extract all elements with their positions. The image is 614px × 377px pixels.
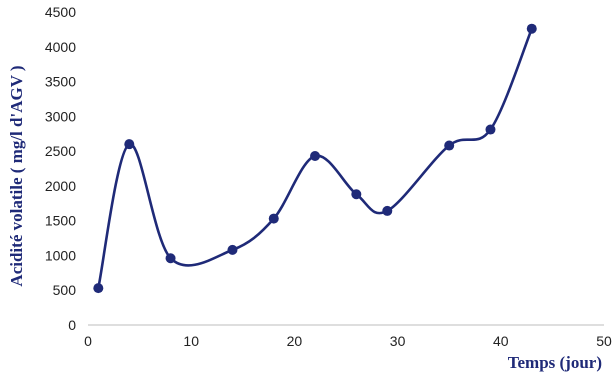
y-axis-ticks: 0 500 1000 1500 2000 2500 3000 3500 4000 4500	[45, 4, 76, 333]
x-axis-ticks: 0 10 20 30 40 50	[84, 333, 612, 349]
y-tick-label: 2000	[45, 178, 76, 194]
y-tick-label: 1500	[45, 213, 76, 229]
x-tick-label: 50	[596, 333, 612, 349]
y-tick-label: 1000	[45, 247, 76, 263]
x-axis-title: Temps (jour)	[508, 353, 602, 372]
y-tick-label: 500	[53, 282, 77, 298]
y-tick-label: 4000	[45, 39, 76, 55]
data-point	[382, 205, 393, 216]
data-point	[124, 139, 135, 150]
data-points	[93, 23, 537, 294]
y-tick-label: 0	[68, 317, 76, 333]
data-point	[268, 213, 279, 224]
series-line	[97, 28, 534, 289]
data-point	[526, 23, 537, 34]
data-point	[351, 189, 362, 200]
data-point	[93, 283, 104, 294]
data-point	[310, 150, 321, 161]
y-tick-label: 3500	[45, 74, 76, 90]
y-tick-label: 2500	[45, 143, 76, 159]
x-tick-label: 0	[84, 333, 92, 349]
data-point	[227, 244, 238, 255]
data-point	[444, 140, 455, 151]
x-tick-label: 10	[183, 333, 199, 349]
x-tick-label: 20	[287, 333, 303, 349]
y-axis-title: Acidité volatile ( mg/l d'AGV )	[7, 65, 26, 286]
y-tick-label: 4500	[45, 4, 76, 20]
x-tick-label: 40	[493, 333, 509, 349]
x-tick-label: 30	[390, 333, 406, 349]
y-tick-label: 3000	[45, 108, 76, 124]
data-point	[165, 253, 176, 264]
data-point	[485, 124, 496, 135]
